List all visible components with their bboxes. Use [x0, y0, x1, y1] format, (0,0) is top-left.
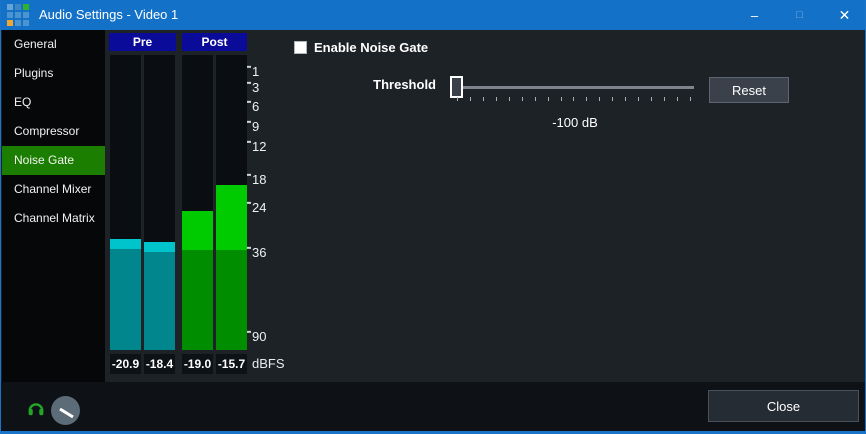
- meter-value-post-left: -19.0: [182, 354, 213, 374]
- meter-scale-tick: 90: [247, 330, 266, 343]
- meter-bar-post-right: [216, 55, 247, 350]
- headphones-monitor-icon[interactable]: [27, 399, 45, 417]
- meter-bar-pre-left: [110, 55, 141, 350]
- threshold-slider-ticks: [457, 97, 691, 101]
- titlebar: Audio Settings - Video 1 – □ ✕: [1, 0, 865, 30]
- maximize-button: □: [796, 9, 803, 21]
- sidebar-item-channel-matrix[interactable]: Channel Matrix: [14, 211, 95, 225]
- enable-noise-gate-label: Enable Noise Gate: [314, 40, 429, 55]
- meter-scale-tick: 6: [247, 100, 259, 113]
- meter-value-pre-right: -18.4: [144, 354, 175, 374]
- meter-group-label-pre: Pre: [109, 33, 176, 51]
- sidebar-item-channel-mixer[interactable]: Channel Mixer: [14, 182, 92, 196]
- titlebar-close-button[interactable]: ✕: [838, 6, 851, 23]
- app-logo-icon: [7, 4, 29, 26]
- meter-scale: 1 3 6 9 12 18 24 36 90: [247, 55, 283, 350]
- sidebar-item-plugins[interactable]: Plugins: [14, 66, 54, 80]
- meter-unit-label: dBFS: [252, 356, 285, 371]
- meter-scale-tick: 1: [247, 65, 259, 78]
- threshold-slider-track[interactable]: [456, 86, 694, 89]
- sidebar-item-eq[interactable]: EQ: [14, 95, 32, 109]
- minimize-button[interactable]: –: [750, 7, 759, 23]
- threshold-value: -100 dB: [552, 115, 598, 130]
- enable-noise-gate-checkbox[interactable]: [294, 41, 307, 54]
- meter-bar-pre-right: [144, 55, 175, 350]
- reset-button[interactable]: Reset: [709, 77, 789, 103]
- monitor-volume-knob[interactable]: [51, 396, 80, 425]
- close-button[interactable]: Close: [708, 390, 859, 422]
- meter-value-post-right: -15.7: [216, 354, 247, 374]
- knob-pointer-icon: [59, 407, 74, 419]
- settings-sidebar: General Plugins EQ Compressor Noise Gate…: [2, 30, 105, 382]
- meter-scale-tick: 9: [247, 120, 259, 133]
- meter-scale-tick: 24: [247, 201, 266, 214]
- meter-scale-tick: 18: [247, 173, 266, 186]
- threshold-label: Threshold: [373, 77, 436, 92]
- threshold-slider-thumb[interactable]: [450, 76, 463, 98]
- meter-scale-tick: 36: [247, 246, 266, 259]
- sidebar-item-general[interactable]: General: [14, 37, 57, 51]
- sidebar-item-compressor[interactable]: Compressor: [14, 124, 80, 138]
- meter-scale-tick: 3: [247, 81, 259, 94]
- sidebar-item-noise-gate[interactable]: Noise Gate: [2, 146, 105, 175]
- meter-scale-tick: 12: [247, 140, 266, 153]
- meter-value-pre-left: -20.9: [110, 354, 141, 374]
- meter-group-label-post: Post: [182, 33, 247, 51]
- window-title: Audio Settings - Video 1: [39, 7, 179, 22]
- meter-bar-post-left: [182, 55, 213, 350]
